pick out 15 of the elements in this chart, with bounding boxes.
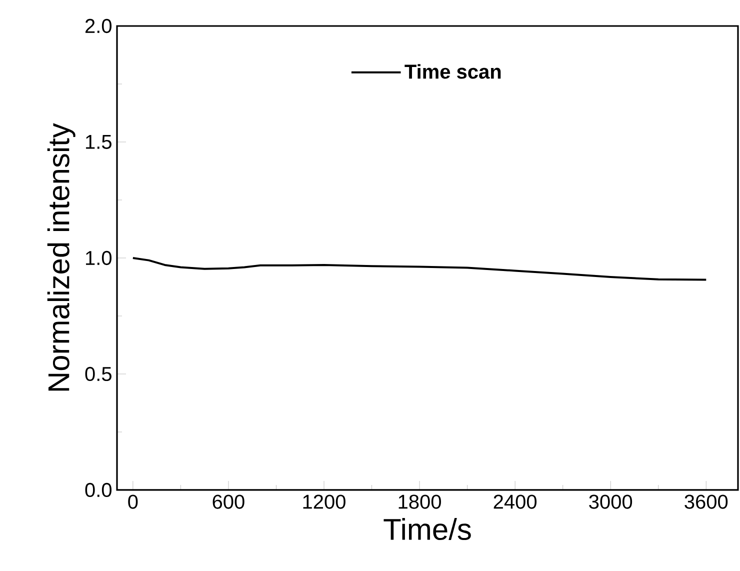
x-tick-label: 2400 [494,494,537,509]
y-tick-label: 1.5 [86,135,112,149]
x-tick-label: 1200 [303,494,346,509]
y-tick-label: 0.0 [85,482,112,498]
y-tick-label: 0.5 [85,366,112,382]
y-tick-label: 1.0 [86,250,112,266]
x-tick-label: 3000 [589,494,632,509]
x-tick-label: 0 [128,494,138,509]
y-axis-title: Normalized intensity [47,123,76,391]
legend-label: Time scan [404,64,501,79]
x-tick-label: 600 [212,494,244,509]
x-axis-title: Time/s [384,518,471,540]
x-tick-label: 3600 [684,494,728,509]
x-tick-label: 1800 [398,494,441,509]
y-tick-label: 2.0 [85,18,112,34]
